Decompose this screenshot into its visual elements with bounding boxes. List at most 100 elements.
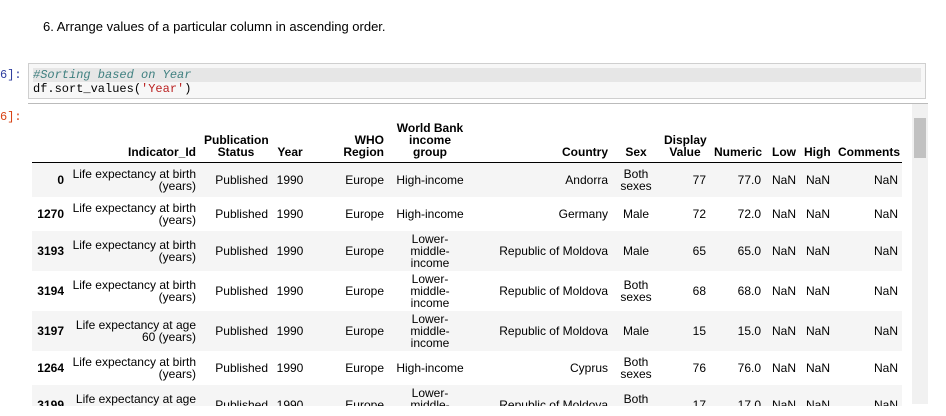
table-cell: Lower-middle-income	[410, 386, 450, 406]
table-row: 1270 Life expectancy at birth (years) Publ…	[32, 197, 902, 231]
table-row: 0 Life expectancy at birth (years) Publish…	[32, 162, 902, 197]
table-cell: 68.0	[737, 284, 761, 298]
table-cell: NaN	[771, 398, 796, 406]
table-cell: 72	[692, 207, 706, 221]
header-row: Indicator_Id Publication Status Year WHO Re…	[32, 120, 902, 163]
table-cell: 76.0	[737, 361, 761, 375]
column-header: Comments	[834, 120, 902, 163]
table-cell: Both sexes	[620, 392, 651, 406]
table-cell: High-income	[396, 207, 464, 221]
table-cell: 15	[692, 324, 706, 338]
table-cell: 68	[692, 284, 706, 298]
row-index: 3193	[37, 244, 64, 258]
table-cell: Andorra	[565, 173, 608, 187]
table-cell: Lower-middle-income	[410, 272, 450, 310]
table-cell: NaN	[771, 324, 796, 338]
table-cell: 65.0	[737, 244, 761, 258]
table-cell: 72.0	[737, 207, 761, 221]
table-cell: Europe	[345, 244, 384, 258]
table-cell: Europe	[345, 361, 384, 375]
table-row: 3197 Life expectancy at age 60 (years) Pub…	[32, 311, 902, 351]
table-cell: 17.0	[737, 398, 761, 406]
table-cell: Europe	[345, 173, 384, 187]
table-cell: Germany	[558, 207, 608, 221]
table-cell: High-income	[396, 361, 464, 375]
table-cell: NaN	[771, 207, 796, 221]
table-cell: Published	[215, 173, 268, 187]
table-cell: Life expectancy at birth (years)	[72, 238, 196, 264]
table-cell: Life expectancy at birth (years)	[72, 167, 196, 193]
table-cell: Male	[622, 244, 649, 258]
table-cell: 1990	[276, 398, 304, 406]
column-header: WHO Region	[308, 120, 388, 163]
table-cell: Life expectancy at birth (years)	[72, 355, 196, 381]
table-cell: NaN	[805, 244, 830, 258]
table-cell: Republic of Moldova	[499, 398, 608, 406]
table-cell: NaN	[771, 244, 796, 258]
table-cell: Published	[215, 207, 268, 221]
table-cell: 15.0	[737, 324, 761, 338]
table-cell: Lower-middle-income	[410, 232, 450, 270]
dataframe: Indicator_Id Publication Status Year WHO Re…	[32, 120, 902, 406]
table-cell: Lower-middle-income	[410, 312, 450, 350]
table-cell: Male	[622, 207, 649, 221]
code-line: df.sort_values('Year')	[33, 82, 191, 96]
column-header: Sex	[612, 120, 660, 163]
table-cell: NaN	[873, 398, 898, 406]
table-cell: NaN	[771, 284, 796, 298]
column-header: Publication Status	[200, 120, 272, 163]
scrollbar-thumb[interactable]	[914, 118, 926, 158]
table-cell: Life expectancy at birth (years)	[72, 201, 196, 227]
table-cell: Life expectancy at birth (years)	[72, 278, 196, 304]
column-header: Year	[272, 120, 308, 163]
table-cell: 1990	[276, 284, 304, 298]
table-cell: Republic of Moldova	[499, 244, 608, 258]
index-header	[32, 120, 68, 163]
table-cell: 1990	[276, 361, 304, 375]
table-cell: Life expectancy at age 60 (years)	[75, 318, 196, 344]
table-cell: Republic of Moldova	[499, 324, 608, 338]
table-cell: Published	[215, 284, 268, 298]
table-cell: NaN	[805, 173, 830, 187]
table-cell: NaN	[771, 173, 796, 187]
column-header: Display Value	[660, 120, 710, 163]
table-cell: Published	[215, 244, 268, 258]
scrollbar[interactable]	[912, 104, 928, 404]
table-cell: NaN	[805, 324, 830, 338]
table-row: 3193 Life expectancy at birth (years) Publ…	[32, 231, 902, 271]
row-index: 3197	[37, 324, 64, 338]
column-header: Numeric	[710, 120, 765, 163]
column-header: World Bank income group	[388, 120, 472, 163]
table-cell: 77	[692, 173, 706, 187]
column-header: Country	[472, 120, 612, 163]
table-cell: NaN	[805, 207, 830, 221]
table-cell: Male	[622, 324, 649, 338]
input-prompt: 6]:	[0, 68, 22, 82]
table-cell: Published	[215, 361, 268, 375]
output-prompt: 6]:	[0, 110, 22, 124]
table-cell: 1990	[276, 324, 304, 338]
table-cell: Published	[215, 324, 268, 338]
table-row: 3194 Life expectancy at birth (years) Publ…	[32, 271, 902, 311]
table-cell: Both sexes	[620, 278, 652, 304]
table-cell: NaN	[805, 284, 830, 298]
code-comment: #Sorting based on Year	[33, 68, 192, 82]
row-index: 1270	[37, 207, 64, 221]
code-cell[interactable]: #Sorting based on Year df.sort_values('Y…	[28, 63, 926, 99]
table-cell: 1990	[276, 173, 304, 187]
markdown-text: 6. Arrange values of a particular column…	[43, 19, 386, 34]
table-cell: Europe	[345, 207, 384, 221]
table-cell: Cyprus	[569, 361, 608, 375]
table-cell: NaN	[873, 284, 898, 298]
table-cell: Both sexes	[620, 167, 652, 193]
output-area[interactable]: Indicator_Id Publication Status Year WHO Re…	[32, 106, 912, 406]
table-cell: 17	[692, 398, 706, 406]
table-cell: 65	[692, 244, 706, 258]
code: df.sort_values(	[33, 82, 142, 96]
table-cell: High-income	[396, 173, 464, 187]
table-cell: Europe	[345, 324, 384, 338]
table-cell: 1990	[276, 207, 304, 221]
table-cell: Both sexes	[620, 355, 652, 381]
row-index: 1264	[37, 361, 64, 375]
